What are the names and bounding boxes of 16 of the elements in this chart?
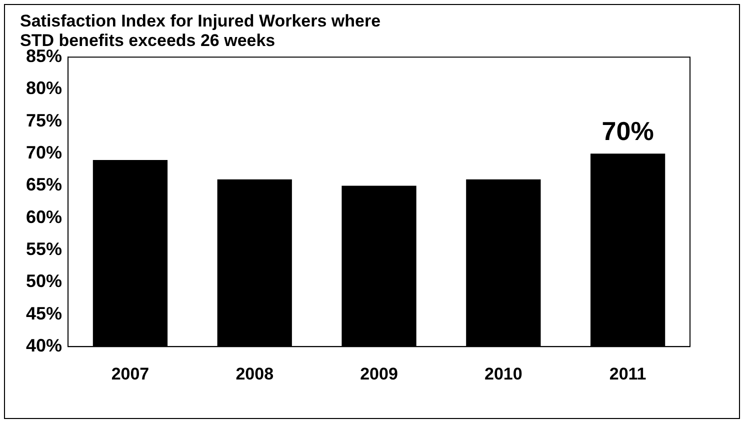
y-tick-label: 70% <box>26 142 62 163</box>
y-tick-label: 40% <box>26 336 62 356</box>
x-tick-label: 2009 <box>360 364 398 384</box>
y-tick-label: 60% <box>26 206 62 227</box>
x-tick-label: 2011 <box>609 364 646 384</box>
y-tick-label: 75% <box>26 110 62 130</box>
y-tick-label: 55% <box>26 239 62 260</box>
x-tick-label: 2007 <box>111 364 150 384</box>
x-tick-label: 2010 <box>484 364 522 384</box>
y-tick-label: 65% <box>26 174 62 195</box>
y-tick-label: 80% <box>26 78 62 98</box>
y-tick-label: 50% <box>26 271 62 292</box>
data-label: 70% <box>602 116 654 146</box>
text: Satisfaction Index for Injured Workers where <box>20 11 381 30</box>
y-tick-label: 45% <box>26 303 62 324</box>
x-tick-label: 2008 <box>236 364 274 384</box>
